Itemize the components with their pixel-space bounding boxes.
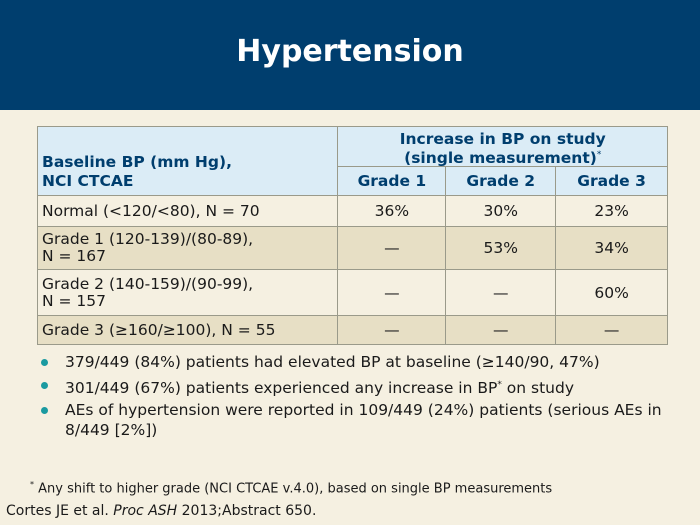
grade-header-1: Grade 1	[337, 166, 447, 197]
row-label: Normal (<120/<80), N = 70	[36, 195, 339, 228]
footnote-marker: *	[30, 480, 34, 489]
cell-value: 60%	[555, 269, 668, 317]
table-row: Grade 3 (≥160/≥100), N = 55 — — —	[36, 315, 668, 346]
cell-value: —	[337, 315, 447, 346]
list-item: 301/449 (67%) patients experienced any i…	[40, 376, 680, 399]
cell-value: 34%	[555, 226, 668, 271]
cell-value: —	[555, 315, 668, 346]
cell-value: 30%	[445, 195, 557, 228]
row-label: Grade 3 (≥160/≥100), N = 55	[36, 315, 339, 346]
list-item: AEs of hypertension were reported in 109…	[40, 401, 680, 440]
span-header-line1: Increase in BP on study	[399, 130, 606, 148]
bullet-dot-icon	[41, 407, 48, 415]
cell-value: 36%	[337, 195, 447, 228]
hypertension-table: Baseline BP (mm Hg), NCI CTCAE Increase …	[36, 125, 668, 346]
cell-value: —	[337, 226, 447, 271]
citation-authors: Cortes JE et al.	[6, 503, 114, 519]
citation-rest: 2013;Abstract 650.	[177, 503, 317, 519]
row-label: Grade 2 (140-159)/(90-99), N = 157	[36, 269, 339, 317]
span-header: Increase in BP on study (single measurem…	[337, 125, 668, 168]
grade-header-2: Grade 2	[445, 166, 557, 197]
cell-value: 23%	[555, 195, 668, 228]
table-row: Grade 2 (140-159)/(90-99), N = 157 — — 60…	[36, 269, 668, 317]
row-label: Grade 1 (120-139)/(80-89), N = 167	[36, 226, 339, 271]
bullet-footnote-marker: *	[497, 379, 502, 390]
citation-journal: Proc ASH	[113, 503, 178, 519]
title-bar: Hypertension	[0, 0, 700, 110]
citation: Cortes JE et al. Proc ASH 2013;Abstract …	[6, 503, 316, 519]
list-item: 379/449 (84%) patients had elevated BP a…	[40, 353, 680, 373]
cell-value: 53%	[445, 226, 557, 271]
row-header: Baseline BP (mm Hg), NCI CTCAE	[36, 125, 339, 197]
row-header-line1: Baseline BP (mm Hg),	[42, 153, 232, 172]
cell-value: —	[445, 315, 557, 346]
grade-header-3: Grade 3	[555, 166, 668, 197]
cell-value: —	[445, 269, 557, 317]
table-row: Normal (<120/<80), N = 70 36% 30% 23%	[36, 195, 668, 228]
bullet-list: 379/449 (84%) patients had elevated BP a…	[40, 353, 680, 443]
cell-value: —	[337, 269, 447, 317]
bullet-dot-icon	[41, 381, 48, 389]
table-row: Grade 1 (120-139)/(80-89), N = 167 — 53% …	[36, 226, 668, 271]
row-header-line2: NCI CTCAE	[42, 172, 134, 191]
span-header-line2: (single measurement)	[404, 149, 597, 168]
span-header-footnote-marker: *	[596, 150, 602, 160]
footnote: * Any shift to higher grade (NCI CTCAE v…	[30, 480, 552, 496]
footnote-text: Any shift to higher grade (NCI CTCAE v.4…	[34, 481, 553, 497]
bullet-dot-icon	[41, 359, 48, 366]
slide-title: Hypertension	[236, 33, 464, 69]
